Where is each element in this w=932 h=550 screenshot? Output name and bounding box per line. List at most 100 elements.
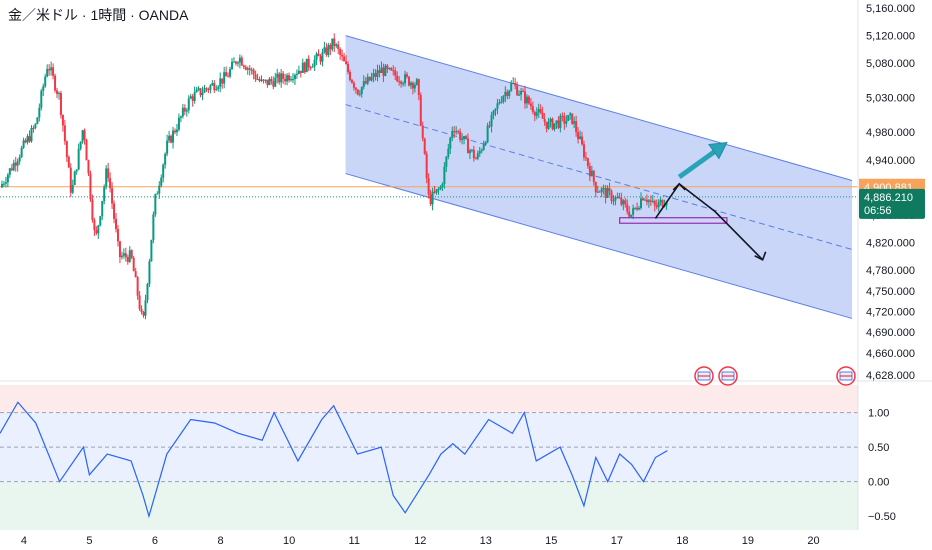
candle-body (569, 113, 572, 116)
candle-body (516, 85, 519, 96)
candle-body (168, 135, 171, 141)
candle-body (575, 121, 578, 133)
candle-body (248, 68, 251, 70)
candle-body (380, 67, 383, 73)
candle-body (46, 68, 49, 77)
candle-body (305, 58, 308, 73)
candle-body (81, 130, 84, 142)
price-tick-label: 5,120.000 (866, 31, 915, 43)
candle-body (335, 44, 338, 47)
candle-body (136, 277, 139, 296)
candle-body (500, 101, 503, 103)
candle-body (665, 202, 668, 206)
candle-body (246, 68, 249, 70)
candle-body (571, 113, 574, 124)
candle-body (272, 81, 275, 87)
candle-body (518, 94, 521, 96)
candle-body (146, 283, 149, 301)
up-arrow-head (672, 182, 686, 191)
current-price-label: 4,886.210 (864, 192, 913, 204)
candle-body (268, 79, 271, 86)
candle-body (331, 38, 334, 50)
candle-body (50, 67, 53, 71)
candle-body (333, 38, 336, 47)
time-tick-label: 6 (152, 535, 158, 547)
candle-body (87, 160, 90, 174)
candle-body (492, 110, 495, 115)
candle-body (490, 114, 493, 127)
candle-body (240, 57, 243, 66)
candle-body (376, 70, 379, 77)
teal-arrow-shaft (677, 146, 721, 180)
channel-upper-line (345, 35, 853, 181)
candle-body (56, 90, 59, 94)
candle-body (91, 199, 94, 220)
candle-body (447, 148, 450, 157)
candle-body (113, 203, 116, 219)
symbol-title: 金／米ドル · 1時間 · OANDA (8, 7, 189, 23)
candle-body (207, 89, 210, 91)
candle-body (286, 75, 289, 82)
candle-body (217, 86, 220, 90)
teal-arrow-head (708, 141, 728, 160)
candle-body (463, 136, 466, 140)
candle-body (132, 257, 135, 272)
candle-body (551, 118, 554, 130)
candle-body (411, 82, 414, 89)
candle-body (36, 117, 39, 124)
candle-body (608, 188, 611, 191)
candle-body (185, 110, 188, 112)
candle-body (138, 295, 141, 309)
candle-body (661, 199, 664, 207)
candle-body (541, 112, 544, 119)
candle-body (187, 98, 190, 111)
price-tick-label: 5,080.000 (866, 58, 915, 70)
candle-body (250, 69, 253, 71)
candle-body (443, 166, 446, 185)
candle-body (634, 207, 637, 209)
candle-body (582, 144, 585, 158)
candle-body (252, 69, 255, 75)
candle-body (636, 207, 639, 210)
candle-body (14, 162, 17, 166)
candle-body (288, 75, 291, 81)
candle-body (415, 79, 418, 85)
candle-body (594, 181, 597, 193)
candle-body (6, 174, 9, 183)
candle-body (8, 168, 11, 175)
candle-body (116, 229, 119, 242)
candle-body (238, 57, 241, 63)
candle-body (620, 197, 623, 205)
candle-body (65, 141, 68, 157)
candle-body (498, 102, 501, 104)
candle-body (557, 120, 560, 128)
candle-body (142, 311, 145, 316)
candle-body (612, 200, 615, 202)
candle-body (254, 74, 257, 80)
candle-body (122, 253, 125, 256)
candle-body (459, 131, 462, 140)
candle-body (604, 188, 607, 198)
candle-body (413, 84, 416, 89)
price-tick-label: 4,750.000 (866, 286, 915, 298)
candle-body (645, 199, 648, 203)
candle-body (431, 191, 434, 205)
candle-body (651, 200, 654, 202)
candle-body (390, 67, 393, 71)
candle-body (34, 123, 37, 129)
candle-body (79, 141, 82, 149)
candle-body (653, 200, 656, 206)
candle-body (183, 107, 186, 112)
time-tick-label: 4 (21, 535, 27, 547)
candle-body (299, 70, 302, 73)
candle-body (484, 142, 487, 145)
candle-body (2, 183, 5, 185)
candle-body (303, 62, 306, 73)
candle-body (360, 86, 363, 94)
candle-body (407, 76, 410, 86)
candle-body (421, 125, 424, 139)
candle-body (486, 125, 489, 143)
candle-body (537, 108, 540, 113)
candle-body (522, 90, 525, 92)
